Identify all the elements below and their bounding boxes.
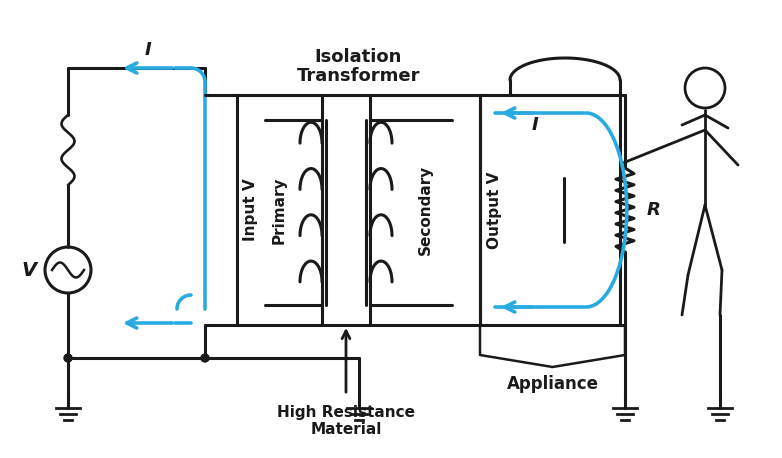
- Text: Isolation
Transformer: Isolation Transformer: [296, 48, 420, 85]
- Text: Appliance: Appliance: [507, 375, 598, 393]
- Text: R: R: [647, 201, 661, 219]
- Text: High Resistance
Material: High Resistance Material: [277, 405, 415, 437]
- Text: V: V: [22, 261, 37, 279]
- Bar: [237, 95, 480, 325]
- Text: Input V: Input V: [243, 179, 259, 241]
- Text: I: I: [532, 116, 538, 134]
- Text: Secondary: Secondary: [418, 165, 432, 255]
- Circle shape: [64, 354, 72, 362]
- Text: Output V: Output V: [486, 171, 501, 249]
- Text: I: I: [145, 41, 152, 59]
- Text: Primary: Primary: [272, 176, 287, 244]
- Bar: [480, 95, 620, 325]
- Circle shape: [201, 354, 209, 362]
